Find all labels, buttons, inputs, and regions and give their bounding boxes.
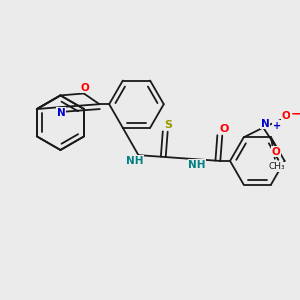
Text: N: N (57, 108, 65, 118)
Text: +: + (273, 121, 281, 130)
Text: O: O (272, 147, 280, 157)
Text: N: N (261, 119, 269, 129)
Text: −: − (291, 107, 300, 120)
Text: S: S (165, 120, 172, 130)
Text: NH: NH (188, 160, 206, 170)
Text: O: O (220, 124, 229, 134)
Text: O: O (80, 82, 89, 93)
Text: NH: NH (126, 156, 143, 166)
Text: O: O (281, 111, 290, 121)
Text: CH₃: CH₃ (268, 162, 285, 171)
